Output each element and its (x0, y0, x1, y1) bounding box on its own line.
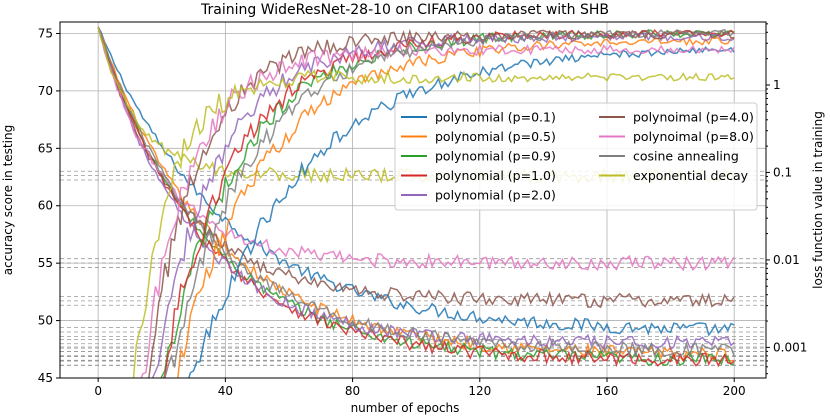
x-axis-label: number of epochs (351, 401, 460, 415)
loss-line-polynomial-p-0-5 (97, 26, 735, 363)
y-left-tick-label: 60 (38, 199, 53, 213)
x-axis-ticks: 0 40 80 120 160 200 (94, 378, 746, 398)
legend-label: polynomial (p=0.9) (435, 149, 556, 164)
loss-line-polynomial-p-0-1 (97, 26, 735, 337)
x-tick-label: 160 (596, 384, 619, 398)
x-tick-label: 80 (345, 384, 360, 398)
accuracy-series-group (132, 28, 735, 378)
y-axis-right-ticks: 0.001 0.01 0.1 1 (766, 23, 807, 375)
y-right-tick-label: 1 (773, 78, 781, 92)
y-right-tick-label: 0.1 (773, 165, 792, 179)
accuracy-line-exponential-decay (132, 68, 735, 378)
y-left-tick-label: 75 (38, 26, 53, 40)
loss-line-polynomial-p-2-0 (97, 26, 735, 351)
x-tick-label: 200 (723, 384, 746, 398)
legend-box (394, 102, 758, 211)
legend-label: polynoimal (p=4.0) (633, 110, 754, 125)
y-left-tick-label: 55 (38, 256, 53, 270)
y-left-tick-label: 50 (38, 314, 53, 328)
accuracy-line-polynoimal-p-4-0 (147, 28, 735, 378)
x-tick-label: 40 (218, 384, 233, 398)
legend-label: polynomial (p=0.1) (435, 110, 556, 125)
legend-label: polynomial (p=1.0) (435, 168, 556, 183)
chart-title: Training WideResNet-28-10 on CIFAR100 da… (200, 2, 609, 18)
plot-frame (59, 21, 767, 379)
legend-label: exponential decay (633, 168, 749, 183)
legend-label: cosine annealing (633, 149, 739, 164)
accuracy-line-cosine-annealing (163, 28, 735, 378)
legend-label: polynoimal (p=8.0) (633, 129, 754, 144)
y-right-tick-label: 0.01 (773, 253, 800, 267)
accuracy-line-polynomial-p-0-5 (177, 36, 735, 378)
y-right-tick-label: 0.001 (773, 340, 807, 354)
accuracy-line-polynoimal-p-8-0 (140, 42, 735, 378)
y-axis-right-label: loss function value in training (811, 111, 825, 289)
y-axis-left-ticks: 45 50 55 60 65 70 75 (38, 26, 60, 385)
accuracy-line-polynomial-p-1-0 (162, 28, 735, 378)
y-left-tick-label: 65 (38, 141, 53, 155)
y-axis-left-label: accuracy score in testing (1, 125, 15, 275)
legend-label: polynomial (p=0.5) (435, 129, 556, 144)
x-tick-label: 120 (468, 384, 491, 398)
x-tick-label: 0 (94, 384, 102, 398)
accuracy-line-polynomial-p-0-1 (187, 46, 735, 378)
legend-label: polynomial (p=2.0) (435, 188, 556, 203)
y-left-tick-label: 45 (38, 371, 53, 385)
y-left-tick-label: 70 (38, 84, 53, 98)
loss-line-polynoimal-p-8-0 (97, 26, 735, 272)
legend: polynomial (p=0.1) polynomial (p=0.5) poly… (394, 102, 758, 211)
